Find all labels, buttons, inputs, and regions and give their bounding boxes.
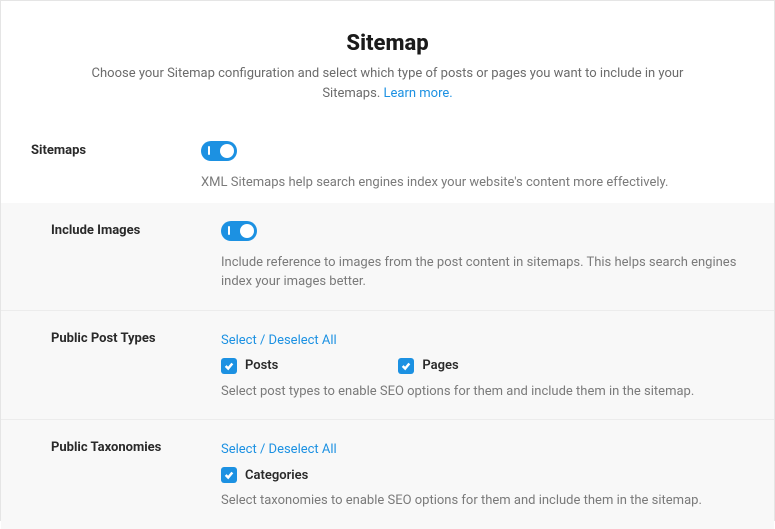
desc-sitemaps: XML Sitemaps help search engines index y…: [201, 173, 744, 193]
toggle-sitemaps[interactable]: [201, 141, 237, 161]
label-sitemaps: Sitemaps: [31, 141, 201, 193]
content-sitemaps: XML Sitemaps help search engines index y…: [201, 141, 744, 193]
check-label-pages: Pages: [422, 358, 458, 373]
row-taxonomies: Public Taxonomies Select / Deselect All …: [1, 420, 774, 529]
label-include-images: Include Images: [51, 221, 221, 292]
check-item-categories: Categories: [221, 467, 308, 483]
check-icon: [224, 470, 234, 480]
checkbox-categories[interactable]: [221, 467, 237, 483]
check-item-posts: Posts: [221, 358, 278, 374]
page-subtitle: Choose your Sitemap configuration and se…: [81, 64, 694, 103]
check-row-taxonomies: Categories: [221, 467, 744, 483]
content-taxonomies: Select / Deselect All Categories Select …: [221, 438, 744, 511]
checkbox-posts[interactable]: [221, 358, 237, 374]
row-include-images: Include Images Include reference to imag…: [1, 203, 774, 311]
check-label-categories: Categories: [245, 468, 308, 483]
content-include-images: Include reference to images from the pos…: [221, 221, 744, 292]
label-taxonomies: Public Taxonomies: [51, 438, 221, 511]
desc-taxonomies: Select taxonomies to enable SEO options …: [221, 491, 744, 511]
check-icon: [224, 361, 234, 371]
row-post-types: Public Post Types Select / Deselect All …: [1, 311, 774, 421]
row-sitemaps: Sitemaps XML Sitemaps help search engine…: [1, 123, 774, 203]
desc-include-images: Include reference to images from the pos…: [221, 253, 744, 292]
check-label-posts: Posts: [245, 358, 278, 373]
select-all-taxonomies[interactable]: Select / Deselect All: [221, 442, 337, 457]
label-post-types: Public Post Types: [51, 329, 221, 402]
desc-post-types: Select post types to enable SEO options …: [221, 382, 744, 402]
content-post-types: Select / Deselect All Posts Pages Select…: [221, 329, 744, 402]
page-header: Sitemap Choose your Sitemap configuratio…: [1, 1, 774, 123]
toggle-include-images[interactable]: [221, 221, 257, 241]
learn-more-link[interactable]: Learn more.: [383, 86, 452, 101]
check-item-pages: Pages: [398, 358, 458, 374]
toggle-on-indicator-icon: [208, 146, 210, 155]
page-title: Sitemap: [81, 31, 694, 56]
toggle-knob-icon: [220, 144, 234, 158]
check-icon: [401, 361, 411, 371]
select-all-post-types[interactable]: Select / Deselect All: [221, 333, 337, 348]
checkbox-pages[interactable]: [398, 358, 414, 374]
sub-rows: Include Images Include reference to imag…: [1, 203, 774, 529]
check-row-post-types: Posts Pages: [221, 358, 744, 374]
toggle-knob-icon: [240, 224, 254, 238]
toggle-on-indicator-icon: [228, 226, 230, 235]
